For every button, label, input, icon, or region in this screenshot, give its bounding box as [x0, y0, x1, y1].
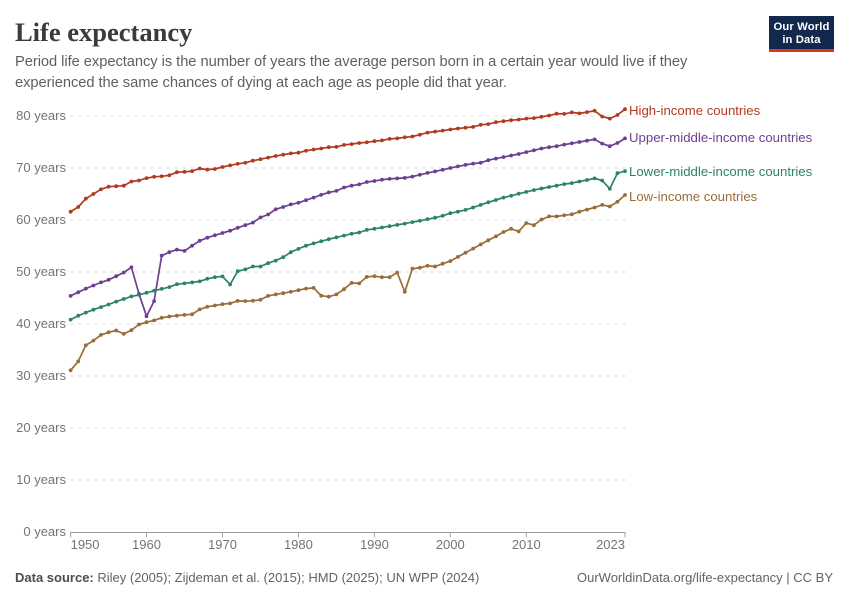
svg-text:40 years: 40 years — [16, 316, 66, 331]
svg-text:Low-income countries: Low-income countries — [629, 189, 758, 204]
svg-text:2000: 2000 — [436, 537, 465, 552]
svg-text:1980: 1980 — [284, 537, 313, 552]
svg-text:80 years: 80 years — [16, 108, 66, 123]
svg-text:60 years: 60 years — [16, 212, 66, 227]
svg-text:1970: 1970 — [208, 537, 237, 552]
svg-text:1960: 1960 — [132, 537, 161, 552]
svg-text:10 years: 10 years — [16, 472, 66, 487]
svg-text:30 years: 30 years — [16, 368, 66, 383]
svg-text:2023: 2023 — [596, 537, 625, 552]
svg-text:70 years: 70 years — [16, 160, 66, 175]
svg-text:Lower-middle-income countries: Lower-middle-income countries — [629, 164, 813, 179]
svg-text:Upper-middle-income countries: Upper-middle-income countries — [629, 130, 813, 145]
svg-text:1950: 1950 — [71, 537, 100, 552]
svg-text:2010: 2010 — [512, 537, 541, 552]
svg-text:50 years: 50 years — [16, 264, 66, 279]
svg-text:0 years: 0 years — [23, 524, 66, 539]
svg-text:20 years: 20 years — [16, 420, 66, 435]
svg-text:1990: 1990 — [360, 537, 389, 552]
svg-text:High-income countries: High-income countries — [629, 103, 761, 118]
